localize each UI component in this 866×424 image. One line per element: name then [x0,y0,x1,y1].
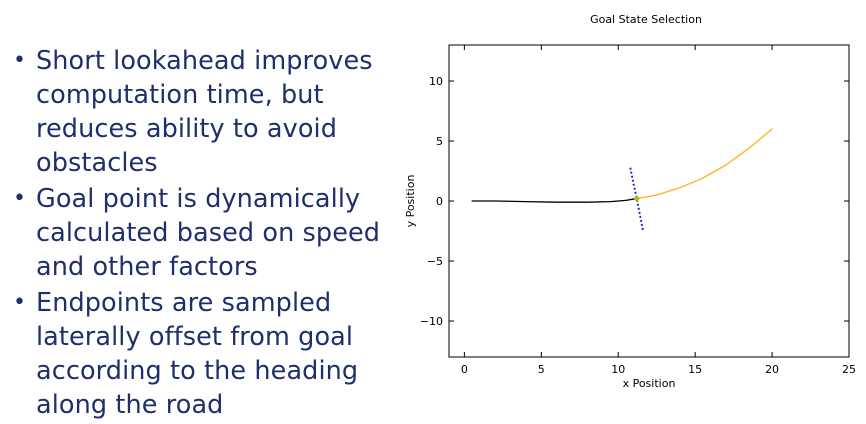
bullet-dot-icon: • [13,186,27,211]
series-line-1 [636,128,773,200]
bullet-item: • Endpoints are sampled laterally offset… [10,286,390,422]
y-axis-label: y Position [404,175,417,228]
goal-point [634,196,640,202]
y-tick-label: −10 [420,315,443,328]
x-tick-label: 5 [538,363,545,376]
x-axis-label: x Position [623,377,676,390]
bullet-dot-icon: • [13,48,27,73]
x-tick-label: 0 [461,363,468,376]
chart-title: Goal State Selection [590,13,702,26]
y-axis-ticks: −10 −5 0 5 10 [420,75,849,328]
bullet-item: • Short lookahead improves computation t… [10,44,390,180]
y-tick-label: 0 [436,195,443,208]
y-tick-label: 5 [436,135,443,148]
bullet-item: • Goal point is dynamically calculated b… [10,182,390,284]
bullet-dot-icon: • [13,290,27,315]
x-axis-ticks: 0 5 10 15 20 25 [461,45,856,376]
x-tick-label: 15 [688,363,702,376]
goal-state-chart: Goal State Selection 0 5 10 15 20 25 −10 −5 0 5 1… [404,13,856,390]
series-group [471,128,773,231]
bullet-text: Goal point is dynamically calculated bas… [36,184,381,282]
bullet-text: Short lookahead improves computation tim… [36,46,373,178]
x-tick-label: 20 [765,363,779,376]
bullet-text: Endpoints are sampled laterally offset f… [36,288,359,420]
x-tick-label: 10 [611,363,625,376]
y-tick-label: 10 [429,75,443,88]
bullet-list: • Short lookahead improves computation t… [10,44,390,424]
x-tick-label: 25 [842,363,856,376]
y-tick-label: −5 [427,255,443,268]
series-line-0 [471,197,638,203]
